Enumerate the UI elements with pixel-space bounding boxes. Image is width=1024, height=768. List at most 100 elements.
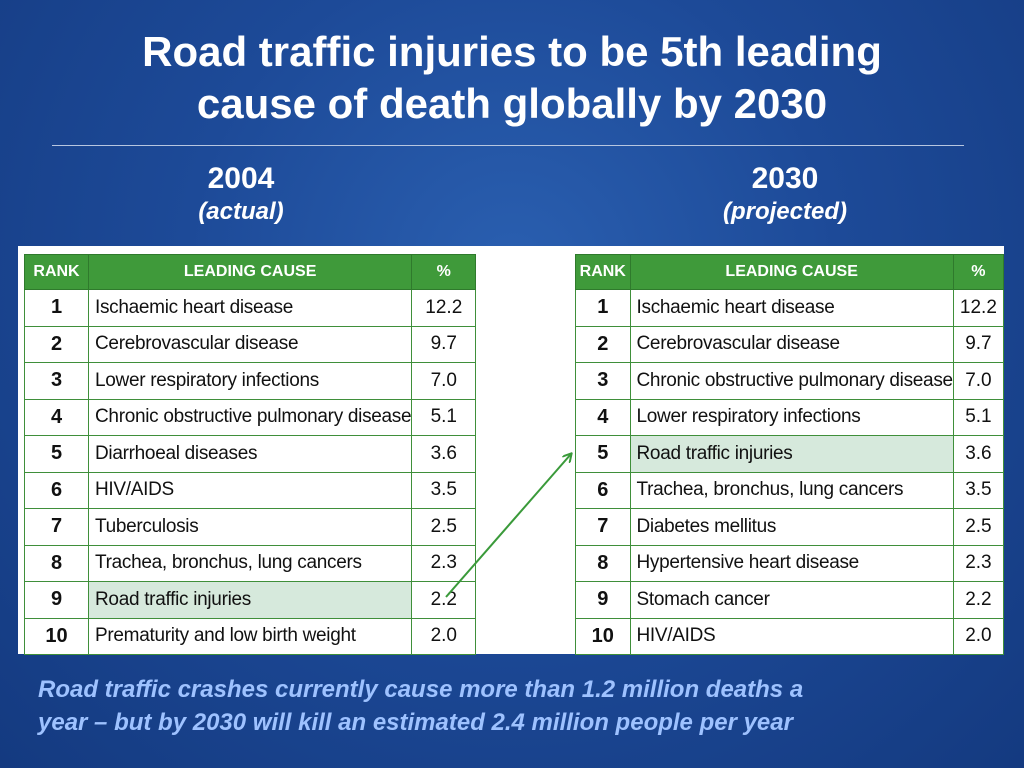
percent-cell: 5.1 <box>952 398 1005 436</box>
cause-cell: HIV/AIDS <box>629 617 954 655</box>
year-label: 2004 <box>207 162 275 195</box>
rank-column-header: RANK <box>575 254 631 290</box>
cause-cell: Trachea, bronchus, lung cancers <box>87 544 413 582</box>
table-row: 10 Prematurity and low birth weight 2.0 <box>24 617 477 655</box>
table-row: 6 HIV/AIDS 3.5 <box>24 471 477 509</box>
year-subtitle: (projected) <box>722 198 847 225</box>
percent-cell: 7.0 <box>411 362 477 400</box>
table-row: 8 Trachea, bronchus, lung cancers 2.3 <box>24 544 477 582</box>
cause-cell: Ischaemic heart disease <box>87 289 413 327</box>
percent-cell: 7.0 <box>952 362 1005 400</box>
percent-cell: 3.6 <box>411 435 477 473</box>
year-subtitle: (actual) <box>198 198 284 225</box>
percent-cell: 2.2 <box>952 581 1005 619</box>
percent-cell: 2.2 <box>411 581 477 619</box>
percent-cell: 3.5 <box>952 471 1005 509</box>
table-row: 5 Road traffic injuries 3.6 <box>575 435 1005 473</box>
percent-cell: 2.3 <box>952 544 1005 582</box>
percent-cell: 2.0 <box>952 617 1005 655</box>
rank-cell: 7 <box>24 508 89 546</box>
rank-cell: 7 <box>575 508 631 546</box>
footnote-line-1: Road traffic crashes currently cause mor… <box>38 676 804 703</box>
table-row: 1 Ischaemic heart disease 12.2 <box>575 289 1005 327</box>
percent-cell: 2.3 <box>411 544 477 582</box>
rank-cell: 4 <box>24 398 89 436</box>
cause-cell: Diabetes mellitus <box>629 508 954 546</box>
year-heading-2030: 2030 (projected) <box>665 161 905 227</box>
table-row: 4 Chronic obstructive pulmonary disease 5.… <box>24 398 477 436</box>
tables-panel: RANK LEADING CAUSE % 1 Ischaemic heart di… <box>18 246 1005 655</box>
rank-column-header: RANK <box>24 254 89 290</box>
table-header-row: RANK LEADING CAUSE % <box>575 254 1005 290</box>
table-row: 7 Diabetes mellitus 2.5 <box>575 508 1005 546</box>
rank-cell: 10 <box>575 617 631 655</box>
table-row: 6 Trachea, bronchus, lung cancers 3.5 <box>575 471 1005 509</box>
slide-title: Road traffic injuries to be 5th leading … <box>0 26 1024 130</box>
cause-cell: Diarrhoeal diseases <box>87 435 413 473</box>
percent-column-header: % <box>411 254 477 290</box>
percent-cell: 9.7 <box>952 325 1005 363</box>
table-row: 3 Lower respiratory infections 7.0 <box>24 362 477 400</box>
table-row: 9 Road traffic injuries 2.2 <box>24 581 477 619</box>
table-row: 9 Stomach cancer 2.2 <box>575 581 1005 619</box>
cause-column-header: LEADING CAUSE <box>629 254 954 290</box>
table-row: 4 Lower respiratory infections 5.1 <box>575 398 1005 436</box>
cause-cell: Chronic obstructive pulmonary disease <box>87 398 413 436</box>
rank-cell: 5 <box>24 435 89 473</box>
percent-cell: 2.5 <box>411 508 477 546</box>
cause-cell: Road traffic injuries <box>87 581 413 619</box>
cause-cell: Ischaemic heart disease <box>629 289 954 327</box>
cause-cell: HIV/AIDS <box>87 471 413 509</box>
rank-cell: 3 <box>575 362 631 400</box>
cause-cell: Lower respiratory infections <box>87 362 413 400</box>
cause-cell: Lower respiratory infections <box>629 398 954 436</box>
cause-cell: Stomach cancer <box>629 581 954 619</box>
percent-cell: 3.5 <box>411 471 477 509</box>
title-divider <box>52 145 964 146</box>
rank-cell: 5 <box>575 435 631 473</box>
rank-cell: 8 <box>575 544 631 582</box>
rank-cell: 2 <box>24 325 89 363</box>
rank-cell: 3 <box>24 362 89 400</box>
cause-cell: Hypertensive heart disease <box>629 544 954 582</box>
rank-cell: 1 <box>575 289 631 327</box>
rank-cell: 9 <box>575 581 631 619</box>
title-line-1: Road traffic injuries to be 5th leading <box>142 28 882 75</box>
rank-cell: 1 <box>24 289 89 327</box>
table-row: 1 Ischaemic heart disease 12.2 <box>24 289 477 327</box>
rank-cell: 10 <box>24 617 89 655</box>
table-row: 10 HIV/AIDS 2.0 <box>575 617 1005 655</box>
percent-cell: 12.2 <box>411 289 477 327</box>
table-row: 2 Cerebrovascular disease 9.7 <box>575 325 1005 363</box>
percent-cell: 2.0 <box>411 617 477 655</box>
rank-cell: 6 <box>575 471 631 509</box>
table-2004: RANK LEADING CAUSE % 1 Ischaemic heart di… <box>24 254 477 655</box>
table-row: 7 Tuberculosis 2.5 <box>24 508 477 546</box>
percent-cell: 5.1 <box>411 398 477 436</box>
table-header-row: RANK LEADING CAUSE % <box>24 254 477 290</box>
percent-cell: 3.6 <box>952 435 1005 473</box>
cause-cell: Prematurity and low birth weight <box>87 617 413 655</box>
table-2030: RANK LEADING CAUSE % 1 Ischaemic heart di… <box>575 254 1005 655</box>
table-row: 5 Diarrhoeal diseases 3.6 <box>24 435 477 473</box>
percent-cell: 9.7 <box>411 325 477 363</box>
cause-cell: Tuberculosis <box>87 508 413 546</box>
rank-cell: 8 <box>24 544 89 582</box>
percent-column-header: % <box>952 254 1005 290</box>
table-row: 2 Cerebrovascular disease 9.7 <box>24 325 477 363</box>
year-label: 2030 <box>751 162 819 195</box>
table-row: 3 Chronic obstructive pulmonary disease 7.… <box>575 362 1005 400</box>
rank-cell: 9 <box>24 581 89 619</box>
percent-cell: 2.5 <box>952 508 1005 546</box>
cause-cell: Chronic obstructive pulmonary disease <box>629 362 954 400</box>
percent-cell: 12.2 <box>952 289 1005 327</box>
table-row: 8 Hypertensive heart disease 2.3 <box>575 544 1005 582</box>
rank-cell: 2 <box>575 325 631 363</box>
footnote-line-2: year – but by 2030 will kill an estimate… <box>38 709 793 736</box>
cause-cell: Road traffic injuries <box>629 435 954 473</box>
year-heading-2004: 2004 (actual) <box>121 161 361 227</box>
title-line-2: cause of death globally by 2030 <box>196 80 828 127</box>
cause-column-header: LEADING CAUSE <box>87 254 413 290</box>
footnote: Road traffic crashes currently cause mor… <box>38 673 998 739</box>
rank-cell: 6 <box>24 471 89 509</box>
